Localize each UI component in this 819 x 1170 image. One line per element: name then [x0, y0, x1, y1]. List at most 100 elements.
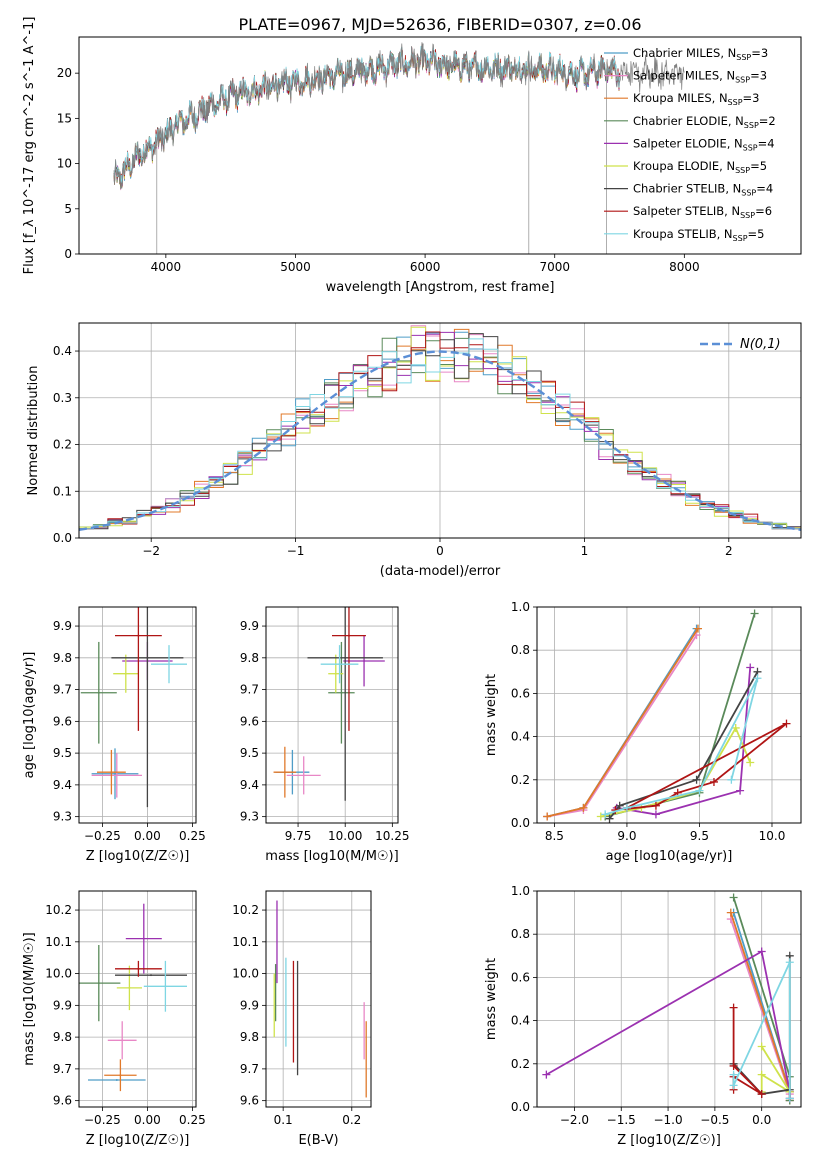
data-point-chabrier_miles	[115, 1079, 118, 1081]
x-axis-label: mass [log10(M/M☉)]	[265, 849, 398, 864]
x-tick-label: 0.00	[134, 1113, 161, 1127]
weight-marker-kroupa_stelib	[729, 1070, 738, 1079]
weight-marker-chabrier_elodie	[750, 609, 759, 618]
legend-suffix: =2	[759, 114, 776, 128]
y-tick-label: 9.3	[240, 810, 259, 824]
axes-frame	[78, 606, 197, 824]
x-tick-label: −2.0	[560, 1113, 589, 1127]
legend-subscript: SSP	[741, 189, 756, 198]
weight-marker-salpeter_elodie	[746, 663, 755, 672]
data-point-kroupa_miles	[110, 771, 113, 774]
data-point-salpeter_stelib	[137, 967, 140, 970]
data-point-salpeter_stelib	[347, 634, 350, 637]
histogram-kroupa_elodie	[79, 326, 801, 529]
legend-subscript: SSP	[735, 166, 750, 175]
weight-marker-salpeter_stelib	[729, 1003, 738, 1012]
weight-line-salpeter_miles	[547, 634, 698, 818]
data-spectrum	[113, 42, 685, 190]
y-tick-label: 9.6	[240, 714, 259, 728]
y-tick-label: 15	[57, 111, 72, 125]
legend-suffix: =5	[748, 227, 765, 241]
x-tick-label: 0.00	[134, 829, 161, 843]
y-tick-label: 0.3	[53, 391, 72, 405]
weight-marker-kroupa_miles	[694, 624, 703, 633]
x-tick-label: −1.0	[653, 1113, 682, 1127]
data-point-chabrier_stelib	[150, 974, 152, 977]
legend-entry: Kroupa MILES, NSSP=3	[633, 91, 759, 107]
data-point-kroupa_stelib	[338, 663, 341, 666]
y-tick-label: 10.1	[232, 935, 259, 949]
y-tick-label: 0.8	[511, 927, 530, 941]
legend-suffix: =4	[758, 136, 775, 150]
y-tick-label: 1.0	[511, 884, 530, 898]
y-tick-label: 10.1	[45, 935, 72, 949]
y-tick-label: 0.2	[511, 773, 530, 787]
y-tick-label: 0.0	[511, 1100, 530, 1114]
y-tick-label: 9.3	[53, 810, 72, 824]
weight-marker-salpeter_elodie	[757, 947, 766, 956]
legend-entry: Kroupa STELIB, NSSP=5	[633, 227, 764, 243]
histogram-kroupa_stelib	[79, 338, 801, 530]
legend-entry: Kroupa ELODIE, NSSP=5	[633, 159, 767, 175]
weight-marker-chabrier_elodie	[729, 893, 738, 902]
weight-marker-kroupa_stelib	[601, 810, 610, 819]
axes-frame	[265, 890, 372, 1108]
model-spectrum-kroupa_miles	[113, 45, 620, 189]
data-point-chabrier_elodie	[340, 691, 343, 694]
x-axis-label: Z [log10(Z/Z☉)]	[86, 849, 190, 864]
y-tick-label: 0.0	[511, 816, 530, 830]
y-tick-label: 0.2	[511, 1057, 530, 1071]
axes-frame	[265, 606, 399, 824]
y-tick-label: 9.8	[53, 1030, 72, 1044]
y-tick-label: 10.0	[45, 967, 72, 981]
data-point-chabrier_elodie	[97, 982, 100, 985]
y-tick-label: 9.7	[53, 1062, 72, 1076]
legend-suffix: =3	[743, 91, 760, 105]
x-axis-label: age [log10(age/yr)]	[606, 849, 733, 864]
data-point-kroupa_stelib	[164, 985, 167, 988]
x-tick-label: 8.5	[545, 829, 564, 843]
weight-marker-kroupa_elodie	[731, 723, 740, 732]
x-tick-label: 10.00	[328, 829, 362, 843]
y-tick-label: 0	[64, 247, 72, 261]
weight-marker-kroupa_elodie	[746, 758, 755, 767]
x-axis-label: E(B-V)	[298, 1133, 338, 1148]
weight-marker-kroupa_miles	[726, 908, 735, 917]
y-tick-label: 0.0	[53, 531, 72, 545]
weight-marker-kroupa_stelib	[785, 958, 794, 967]
plot-area	[273, 607, 385, 801]
data-point-kroupa_elodie	[124, 672, 127, 675]
data-point-chabrier_elodie	[97, 691, 100, 694]
data-point-kroupa_miles	[283, 771, 286, 774]
legend-subscript: SSP	[743, 143, 758, 152]
weight-marker-kroupa_stelib	[753, 674, 762, 683]
data-point-salpeter_stelib	[137, 634, 140, 637]
y-tick-label: 9.8	[240, 651, 259, 665]
y-tick-label: 0.4	[511, 730, 530, 744]
weight-marker-kroupa_elodie	[596, 812, 605, 821]
y-tick-label: 9.6	[53, 714, 72, 728]
legend-suffix: =3	[750, 69, 767, 83]
y-tick-label: 9.9	[240, 998, 259, 1012]
weight-marker-salpeter_stelib	[709, 777, 718, 786]
weight-marker-chabrier_stelib	[605, 814, 614, 823]
legend-entry: Chabrier STELIB, NSSP=4	[633, 182, 773, 198]
x-tick-label: 8000	[669, 260, 700, 274]
legend-entry: Salpeter MILES, NSSP=3	[633, 69, 767, 85]
x-tick-label: 0.2	[342, 1113, 361, 1127]
weight-marker-kroupa_stelib	[729, 1081, 738, 1090]
x-tick-label: 9.5	[690, 829, 709, 843]
x-tick-label: 7000	[539, 260, 570, 274]
weight-marker-kroupa_stelib	[727, 775, 736, 784]
weight-marker-chabrier_stelib	[692, 775, 701, 784]
legend-suffix: =3	[751, 46, 768, 60]
y-tick-label: 9.7	[53, 683, 72, 697]
chart-age_vs_mass: 9.75 10.00 10.25 9.3 9.4 9.5 9.6 9.7 9.8 9.9 mass …	[240, 606, 410, 864]
axes-frame	[78, 890, 197, 1108]
y-axis-label: age [log10(age/yr)]	[22, 652, 37, 779]
y-tick-label: 9.7	[240, 683, 259, 697]
y-axis-label: mass weight	[484, 958, 499, 1040]
weight-line-kroupa_elodie	[600, 725, 752, 818]
chart-residuals: −2 −1 0 1 2 0.0 0.1 0.2 0.3 0.4 (data-model)/error…	[26, 322, 802, 579]
